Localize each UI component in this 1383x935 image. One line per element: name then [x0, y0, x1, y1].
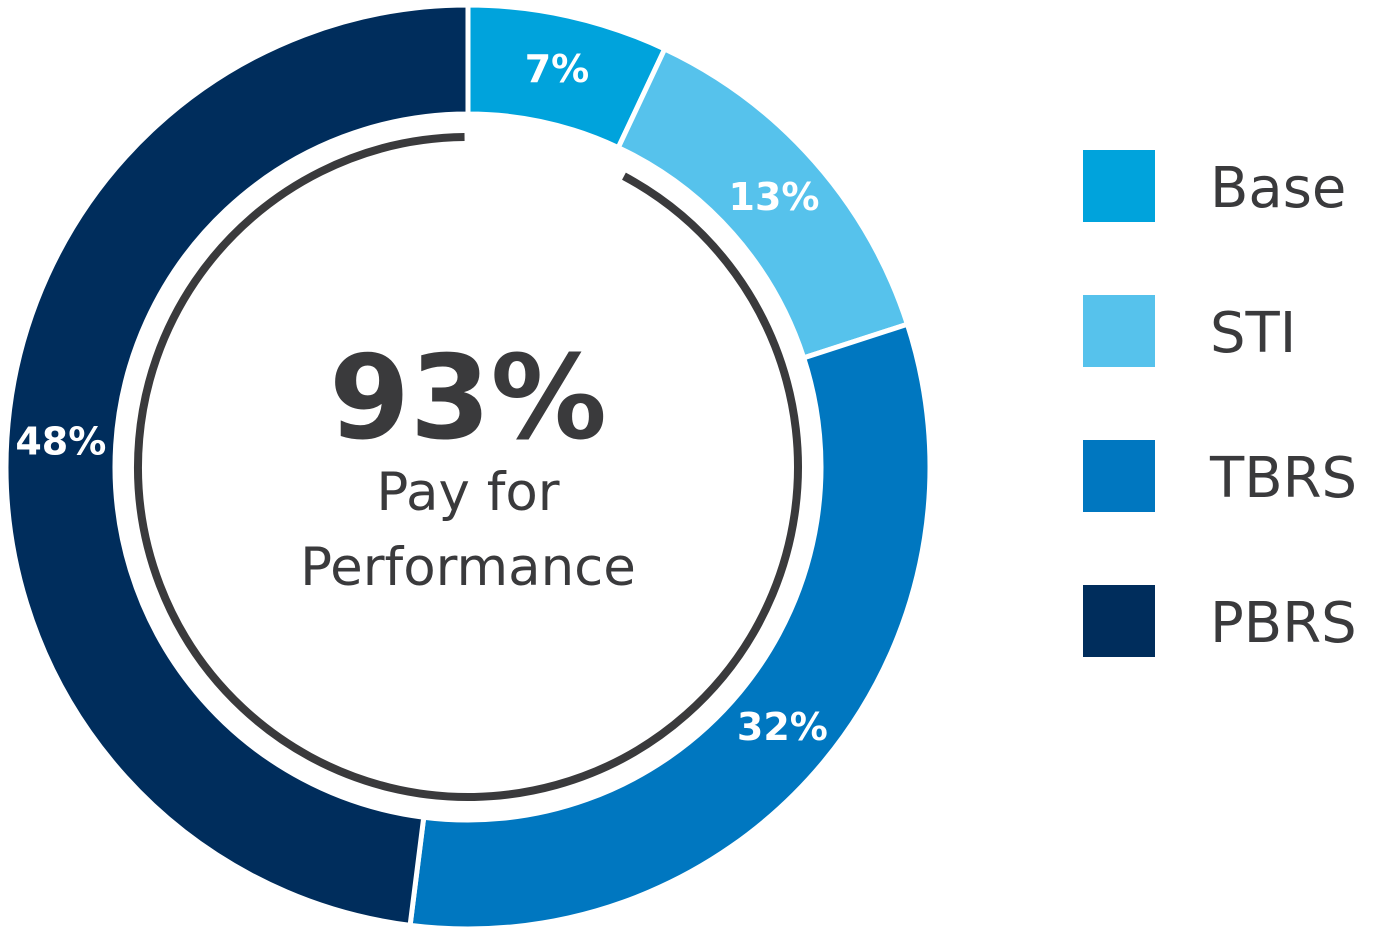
slice-label-tbrs: 32% [737, 705, 828, 749]
center-summary: 93% Pay for Performance [300, 331, 636, 598]
center-label-line2: Performance [300, 537, 636, 598]
legend-label-tbrs: TBRS [1209, 446, 1357, 511]
legend-label-pbrs: PBRS [1210, 591, 1357, 656]
slice-tbrs [407, 321, 933, 932]
donut-slices [3, 2, 933, 932]
center-label-line1: Pay for [376, 462, 559, 523]
legend-swatch-tbrs [1083, 440, 1155, 512]
center-percent: 93% [329, 331, 607, 466]
pay-for-performance-arc [134, 133, 802, 801]
legend-label-base: Base [1210, 156, 1346, 221]
slice-pbrs [3, 2, 471, 929]
legend-swatch-base [1083, 150, 1155, 222]
legend: Base STI TBRS PBRS [1083, 150, 1357, 657]
legend-swatch-sti [1083, 295, 1155, 367]
slice-label-sti: 13% [729, 175, 820, 219]
slice-value-labels: 7% 13% 32% 48% [15, 47, 828, 749]
legend-swatch-pbrs [1083, 585, 1155, 657]
legend-label-sti: STI [1210, 301, 1296, 366]
slice-label-base: 7% [525, 47, 590, 91]
slice-label-pbrs: 48% [15, 419, 106, 463]
